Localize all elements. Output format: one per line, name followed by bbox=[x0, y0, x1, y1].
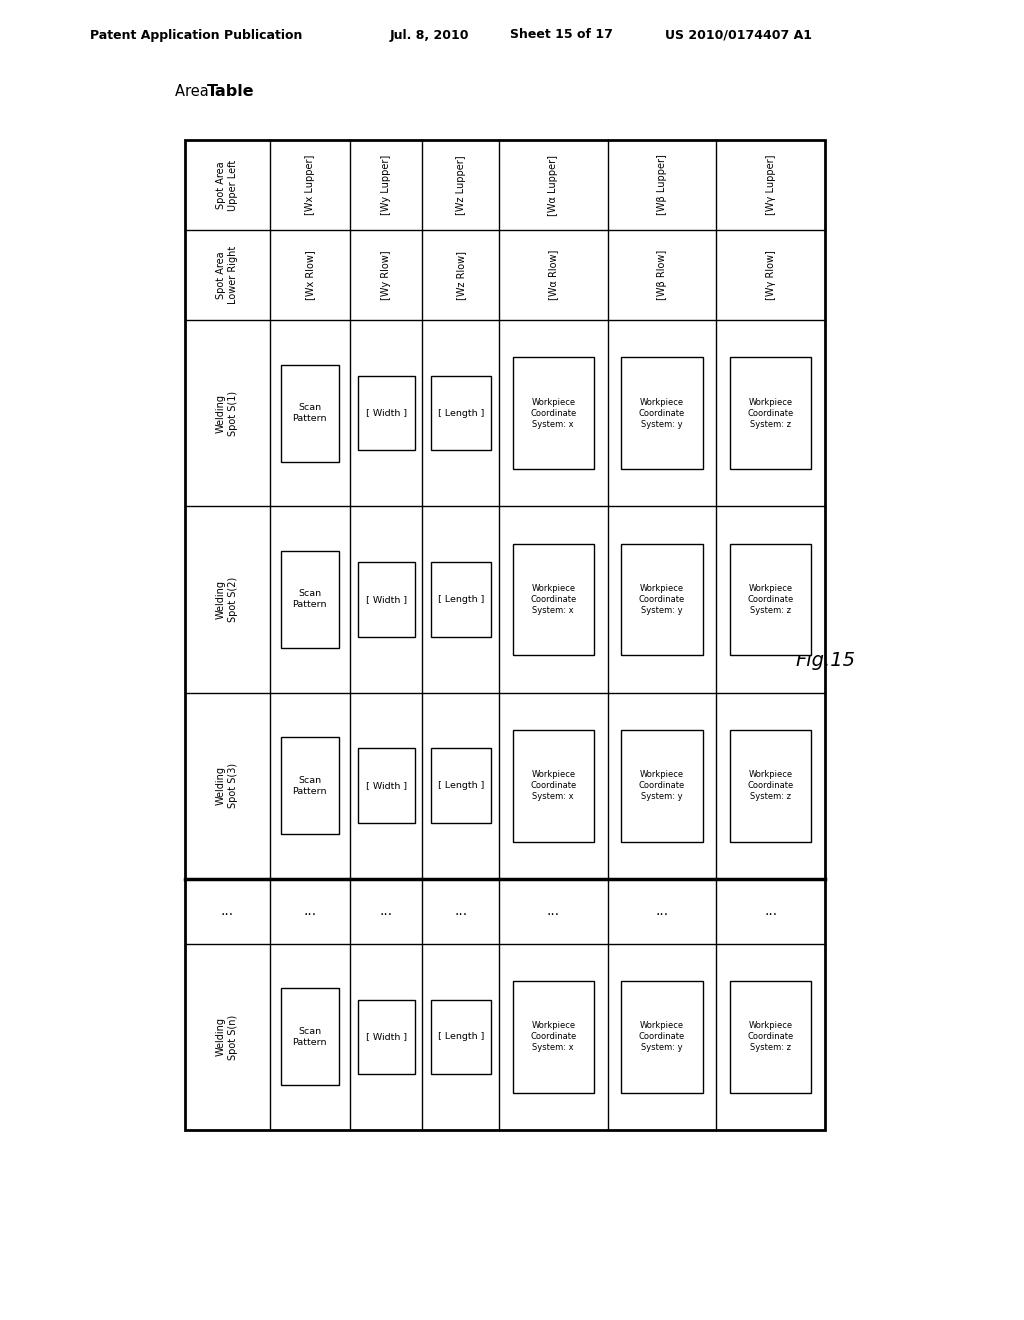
Text: [Wβ Lupper]: [Wβ Lupper] bbox=[657, 154, 667, 215]
Bar bbox=[281, 364, 339, 462]
Text: Workpiece
Coordinate
System: x: Workpiece Coordinate System: x bbox=[530, 583, 577, 615]
Text: Scan
Pattern: Scan Pattern bbox=[293, 403, 327, 424]
Bar bbox=[730, 981, 811, 1093]
Text: ...: ... bbox=[303, 904, 316, 919]
Text: Workpiece
Coordinate
System: z: Workpiece Coordinate System: z bbox=[748, 770, 794, 801]
Text: ...: ... bbox=[455, 904, 467, 919]
Bar bbox=[730, 730, 811, 842]
Text: [ Width ]: [ Width ] bbox=[366, 409, 407, 417]
Bar bbox=[513, 544, 594, 655]
Text: ...: ... bbox=[380, 904, 393, 919]
Text: [ Length ]: [ Length ] bbox=[437, 1032, 484, 1041]
Bar bbox=[622, 358, 702, 469]
Text: [ Length ]: [ Length ] bbox=[437, 595, 484, 603]
Bar bbox=[358, 999, 415, 1074]
Bar bbox=[358, 748, 415, 822]
Bar bbox=[431, 748, 490, 822]
Bar bbox=[281, 989, 339, 1085]
Text: [Wy Lupper]: [Wy Lupper] bbox=[381, 154, 391, 215]
Text: Workpiece
Coordinate
System: y: Workpiece Coordinate System: y bbox=[639, 583, 685, 615]
Bar bbox=[358, 376, 415, 450]
Text: [ Length ]: [ Length ] bbox=[437, 781, 484, 791]
Bar bbox=[513, 981, 594, 1093]
Text: Scan
Pattern: Scan Pattern bbox=[293, 589, 327, 610]
Bar bbox=[513, 730, 594, 842]
Bar bbox=[281, 550, 339, 648]
Text: Workpiece
Coordinate
System: z: Workpiece Coordinate System: z bbox=[748, 397, 794, 429]
Text: [ Length ]: [ Length ] bbox=[437, 409, 484, 417]
Text: Workpiece
Coordinate
System: z: Workpiece Coordinate System: z bbox=[748, 1022, 794, 1052]
Text: [Wx Lupper]: [Wx Lupper] bbox=[305, 154, 314, 215]
Text: ...: ... bbox=[764, 904, 777, 919]
Text: Spot Area
Lower Right: Spot Area Lower Right bbox=[216, 246, 239, 304]
Bar bbox=[730, 544, 811, 655]
Text: [Wα Rlow]: [Wα Rlow] bbox=[548, 249, 558, 300]
Text: Workpiece
Coordinate
System: x: Workpiece Coordinate System: x bbox=[530, 770, 577, 801]
Bar bbox=[185, 140, 825, 1130]
Text: Welding
Spot S(2): Welding Spot S(2) bbox=[216, 577, 239, 622]
Text: Workpiece
Coordinate
System: z: Workpiece Coordinate System: z bbox=[748, 583, 794, 615]
Text: ...: ... bbox=[221, 904, 233, 919]
Text: Workpiece
Coordinate
System: x: Workpiece Coordinate System: x bbox=[530, 397, 577, 429]
Text: Spot Area
Upper Left: Spot Area Upper Left bbox=[216, 160, 239, 211]
Text: Fig.15: Fig.15 bbox=[795, 651, 855, 669]
Text: Scan
Pattern: Scan Pattern bbox=[293, 776, 327, 796]
Text: Workpiece
Coordinate
System: y: Workpiece Coordinate System: y bbox=[639, 1022, 685, 1052]
Bar bbox=[431, 562, 490, 636]
Text: [Wx Rlow]: [Wx Rlow] bbox=[305, 249, 314, 300]
Text: Scan
Pattern: Scan Pattern bbox=[293, 1027, 327, 1047]
Bar bbox=[358, 562, 415, 636]
Bar bbox=[431, 999, 490, 1074]
Text: Jul. 8, 2010: Jul. 8, 2010 bbox=[390, 29, 469, 41]
Text: ...: ... bbox=[655, 904, 669, 919]
Text: ...: ... bbox=[547, 904, 560, 919]
Text: [Wy Rlow]: [Wy Rlow] bbox=[381, 251, 391, 300]
Text: [ Width ]: [ Width ] bbox=[366, 595, 407, 603]
Text: Sheet 15 of 17: Sheet 15 of 17 bbox=[510, 29, 613, 41]
Text: Welding
Spot S(3): Welding Spot S(3) bbox=[216, 763, 239, 808]
Bar bbox=[513, 358, 594, 469]
Text: [ Width ]: [ Width ] bbox=[366, 781, 407, 791]
Text: US 2010/0174407 A1: US 2010/0174407 A1 bbox=[665, 29, 812, 41]
Text: [Wγ Lupper]: [Wγ Lupper] bbox=[766, 154, 775, 215]
Text: Workpiece
Coordinate
System: y: Workpiece Coordinate System: y bbox=[639, 397, 685, 429]
Text: Workpiece
Coordinate
System: y: Workpiece Coordinate System: y bbox=[639, 770, 685, 801]
Text: Patent Application Publication: Patent Application Publication bbox=[90, 29, 302, 41]
Text: [Wz Rlow]: [Wz Rlow] bbox=[456, 251, 466, 300]
Bar bbox=[730, 358, 811, 469]
Text: Welding
Spot S(n): Welding Spot S(n) bbox=[216, 1014, 239, 1060]
Text: Table: Table bbox=[207, 84, 255, 99]
Text: [Wβ Rlow]: [Wβ Rlow] bbox=[657, 249, 667, 300]
Text: [Wγ Rlow]: [Wγ Rlow] bbox=[766, 249, 775, 300]
Bar bbox=[622, 730, 702, 842]
Bar bbox=[281, 737, 339, 834]
Text: [ Width ]: [ Width ] bbox=[366, 1032, 407, 1041]
Text: [Wα Lupper]: [Wα Lupper] bbox=[548, 154, 558, 215]
Bar bbox=[622, 544, 702, 655]
Bar bbox=[622, 981, 702, 1093]
Text: [Wz Lupper]: [Wz Lupper] bbox=[456, 156, 466, 215]
Bar bbox=[431, 376, 490, 450]
Text: Welding
Spot S(1): Welding Spot S(1) bbox=[216, 391, 239, 436]
Text: Workpiece
Coordinate
System: x: Workpiece Coordinate System: x bbox=[530, 1022, 577, 1052]
Text: Area: Area bbox=[175, 84, 213, 99]
